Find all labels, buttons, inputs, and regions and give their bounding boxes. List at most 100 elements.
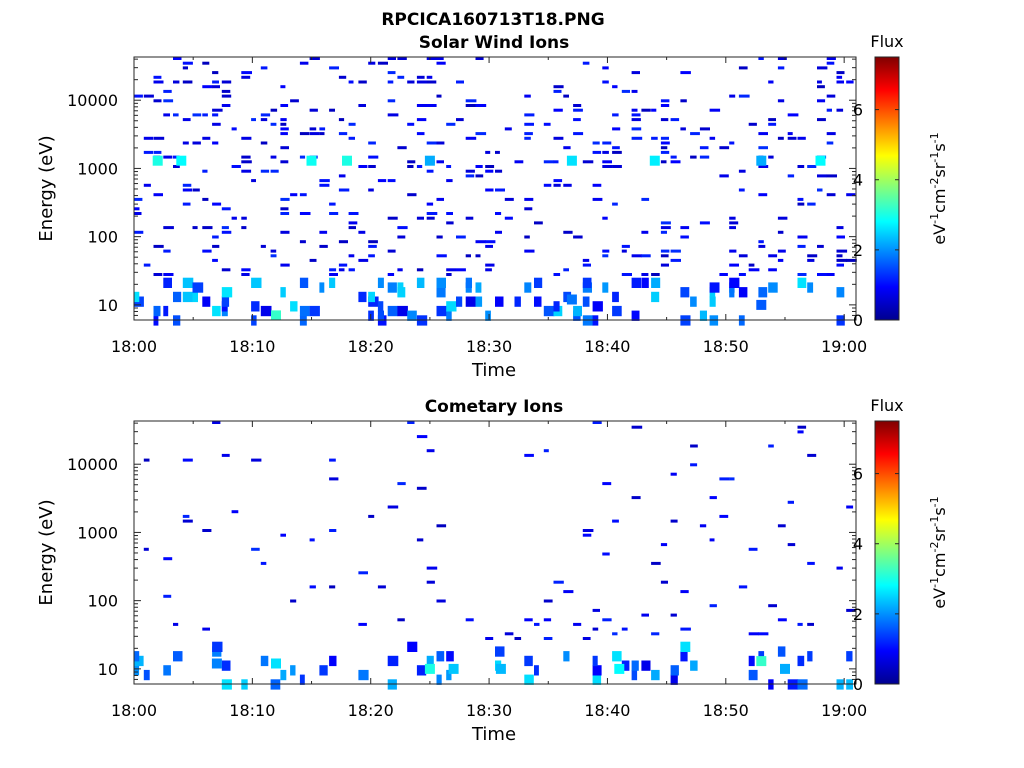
flux-cell [758,244,766,248]
flux-cell [602,80,609,84]
flux-cell [397,57,407,60]
flux-cell [329,66,339,70]
flux-cell [436,254,447,258]
flux-cell [143,458,150,462]
flux-cell [836,71,845,75]
cometary-panel: Cometary Ions 18:00 18:10 18:20 18:30 18:40 18… [36,396,949,745]
flux-cell [212,122,221,126]
flux-cell [641,254,651,258]
flux-cell [690,463,698,467]
flux-cell [807,165,817,168]
flux-cell [807,453,817,457]
colorbar [874,420,900,685]
colorbar-units-label: eV-1cm-2sr-1s-1 [928,496,949,608]
flux-cell [777,57,787,60]
flux-cell [475,240,486,244]
flux-cell [758,165,769,168]
flux-cell [768,604,777,608]
flux-cell [143,183,151,187]
flux-cell [758,632,769,636]
flux-cell [777,618,787,622]
flux-cell [309,538,315,542]
flux-cell [846,505,854,509]
flux-cell [612,165,622,168]
flux-cell-highlight [448,663,459,674]
flux-cell [426,202,434,206]
flux-cell [280,230,290,234]
flux-cell [221,207,231,211]
flux-cell [543,305,555,317]
flux-cell [817,99,826,103]
flux-cell [680,127,686,131]
flux-cell [456,268,466,272]
flux-cell [416,486,427,490]
flux-cell [602,282,609,293]
flux-cell [670,613,677,617]
flux-cell [397,618,405,622]
flux-cell [777,136,784,140]
flux-cell [163,226,174,230]
flux-cell [660,580,668,584]
flux-cell [416,165,423,168]
flux-cell [202,627,210,631]
flux-cell [387,179,396,183]
flux-cell [504,632,514,636]
flux-cell [221,104,231,107]
colorbar-tick-label: 4 [853,171,863,190]
flux-cell [504,216,513,220]
flux-cell [241,160,252,164]
flux-cell [612,291,619,303]
flux-cell [553,183,561,187]
flux-cell [563,268,569,272]
flux-cell [612,305,622,317]
flux-cell [777,258,784,262]
flux-cell [202,249,212,253]
flux-cell [573,104,582,107]
flux-cell [436,599,446,603]
flux-cell [387,305,398,317]
flux-cell [134,665,140,676]
flux-cell [182,188,192,192]
flux-cell [416,665,427,676]
flux-cell [524,674,534,685]
flux-cell [524,207,533,211]
flux-cell [299,155,306,159]
flux-cell [465,296,476,307]
flux-cell [563,94,569,98]
flux-cell [299,277,309,288]
flux-cell [446,179,453,183]
flux-cell [397,146,407,150]
flux-cell [660,118,669,122]
flux-cell [329,477,339,481]
flux-cell [797,165,805,168]
flux-cell [280,127,289,131]
flux-cell [299,212,311,215]
flux-cell [660,136,669,140]
flux-cell [631,277,641,288]
flux-cell [817,66,828,70]
flux-cell [641,108,651,112]
flux-cell [416,277,425,288]
flux-cell [319,665,328,676]
flux-cell [251,301,260,312]
flux-cell [582,637,591,640]
flux-cell [407,641,418,652]
flux-cell [817,118,826,122]
flux-cell [241,169,252,173]
flux-cell-highlight [566,155,577,166]
flux-cell [592,674,602,685]
flux-cell-highlight [649,155,660,166]
flux-cell [270,108,278,112]
flux-cell [436,94,442,98]
y-tick-label: 1000 [77,159,118,178]
flux-cell [592,197,603,201]
flux-cell [699,146,709,150]
flux-cell [446,122,456,126]
flux-cell [612,113,619,117]
flux-cell [777,249,786,253]
flux-cell [621,660,630,671]
flux-cell [709,136,716,140]
flux-cell [348,221,358,225]
flux-cell [651,561,661,565]
flux-cell [192,282,204,293]
